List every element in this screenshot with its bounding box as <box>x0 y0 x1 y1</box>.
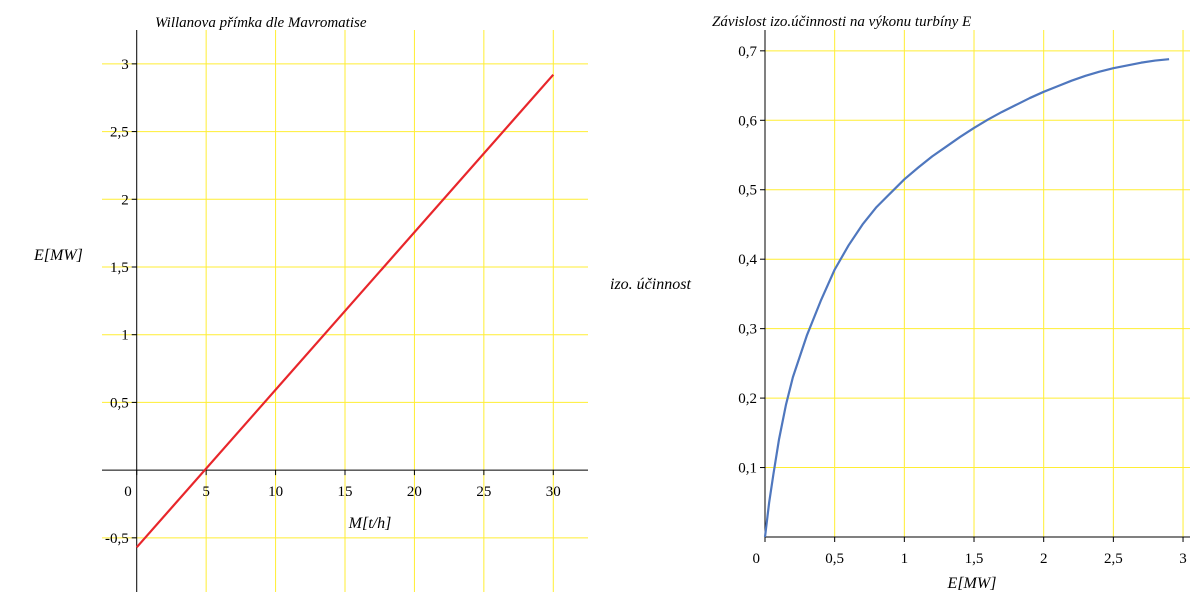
y-tick-label: 0,5 <box>110 395 129 411</box>
x-tick-label: 2,5 <box>1104 551 1123 567</box>
y-tick-label: 3 <box>121 57 129 73</box>
chart-willans-line: 0 5 10 15 20 25 30 -0,5 0,5 1 1,5 2 2,5 3 Willanova př… <box>33 15 588 592</box>
x-axis-label: E[MW] <box>947 575 997 592</box>
x-tick-label: 1 <box>901 551 909 567</box>
x-tick-label: 5 <box>202 484 210 500</box>
x-tick-label: 20 <box>407 484 422 500</box>
y-tick-label: 2,5 <box>110 125 129 141</box>
y-tick-label: 0,5 <box>738 183 757 199</box>
x-axis-label: M[t/h] <box>348 515 392 532</box>
chart-title: Závislost izo.účinnosti na výkonu turbín… <box>712 14 971 30</box>
x-tick-label: 0 <box>753 551 761 567</box>
y-tick-label: 0,3 <box>738 322 757 338</box>
x-tick-label: 25 <box>476 484 491 500</box>
y-axis-label: E[MW] <box>33 247 83 264</box>
x-tick-label: 0,5 <box>825 551 844 567</box>
y-axis-label: izo. účinnost <box>610 276 691 293</box>
series-line-0 <box>135 73 555 549</box>
x-tick-label: 10 <box>268 484 283 500</box>
x-tick-label: 15 <box>338 484 353 500</box>
x-tick-label: 3 <box>1179 551 1187 567</box>
y-tick-label: 1,5 <box>110 260 129 276</box>
y-tick-label: -0,5 <box>105 531 129 547</box>
y-tick-label: 0,7 <box>738 44 757 60</box>
chart-isentropic-efficiency: 0 0,5 1 1,5 2 2,5 3 0,1 0,2 0,3 0,4 0,5 0,6 0,7 Závisl… <box>610 14 1190 592</box>
y-tick-label: 0,6 <box>738 113 757 129</box>
y-tick-label: 1 <box>121 328 129 344</box>
chart-title: Willanova přímka dle Mavromatise <box>155 15 367 31</box>
y-tick-label: 0,4 <box>738 252 757 268</box>
y-tick-label: 0,1 <box>738 461 757 477</box>
x-tick-label: 30 <box>546 484 561 500</box>
x-tick-label: 2 <box>1040 551 1048 567</box>
series-line-0 <box>763 58 1170 538</box>
x-tick-label: 0 <box>124 484 132 500</box>
y-tick-label: 0,2 <box>738 391 757 407</box>
y-tick-label: 2 <box>121 192 129 208</box>
x-tick-label: 1,5 <box>965 551 984 567</box>
